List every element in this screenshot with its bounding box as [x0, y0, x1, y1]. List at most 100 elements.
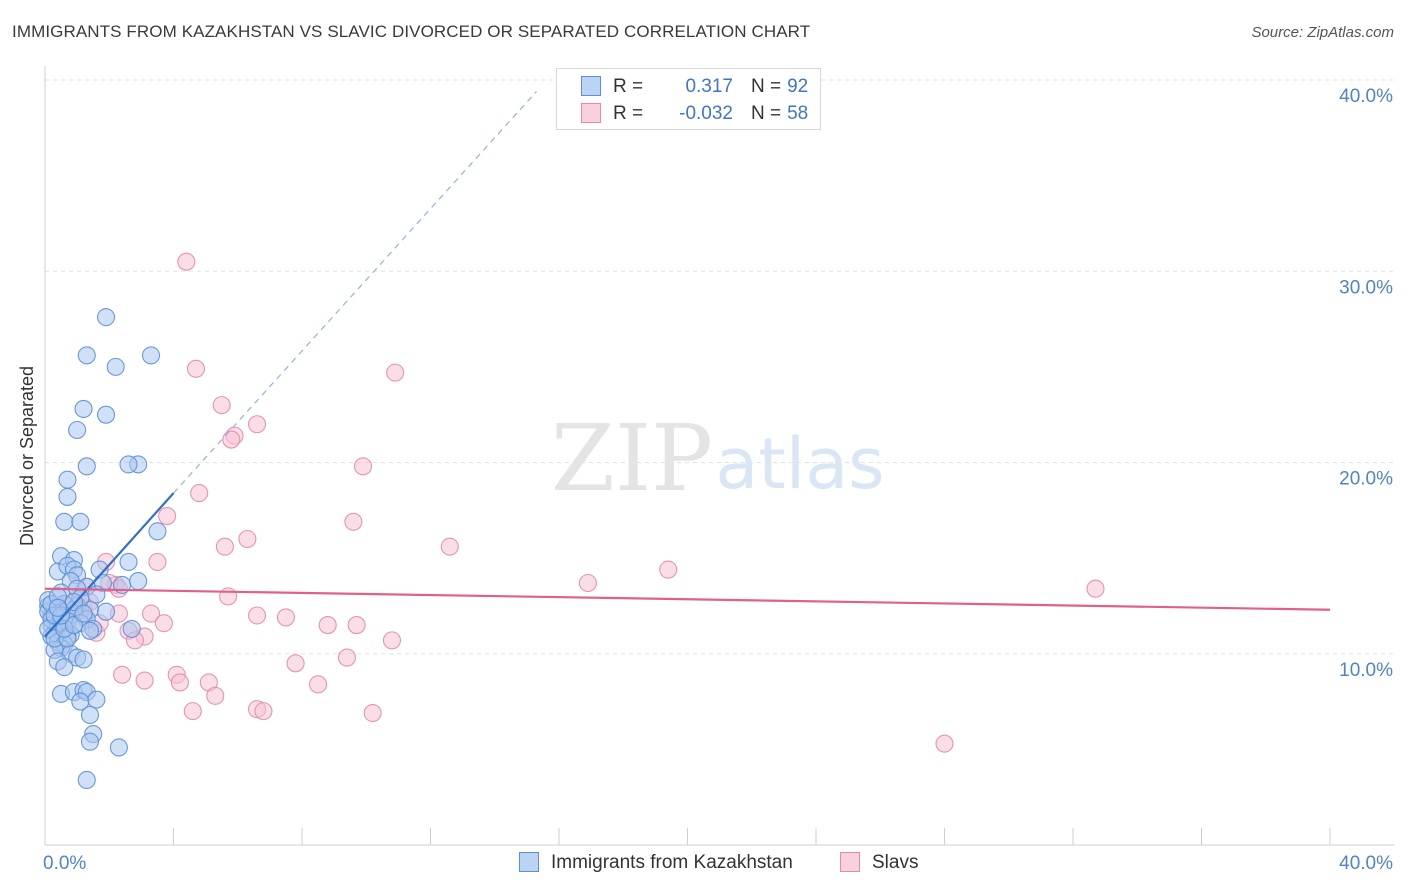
- tick-labels: 10.0% 20.0% 30.0% 40.0% 0.0% 40.0%: [43, 86, 1393, 874]
- y-tick-label: 40.0%: [1339, 86, 1393, 107]
- axes: [44, 66, 1395, 846]
- slavs-point: [238, 529, 257, 549]
- kazakhstan-point: [129, 572, 148, 591]
- slavs-point: [141, 604, 161, 623]
- legend-n-label: N =: [751, 76, 782, 97]
- kazakhstan-point: [109, 738, 128, 757]
- x-tick-label: 40.0%: [1339, 853, 1393, 874]
- slavs-point: [382, 631, 402, 650]
- slavs-point: [440, 537, 459, 556]
- legend-swatch-pink: [581, 103, 601, 123]
- kazakhstan-point: [96, 405, 116, 424]
- kazakhstan-point: [80, 621, 100, 640]
- watermark: ZIP atlas: [551, 405, 885, 512]
- kazakhstan-point: [119, 552, 138, 572]
- kazakhstan-point: [80, 732, 100, 751]
- kazakhstan-trend-line: [44, 492, 175, 638]
- kazakhstan-trend-extension: [173, 91, 537, 494]
- slavs-point: [148, 552, 167, 572]
- slavs-point: [309, 675, 328, 694]
- legend-r-value: -0.032: [679, 103, 733, 124]
- kazakhstan-point: [122, 619, 141, 638]
- legend-n-label: N =: [751, 103, 782, 124]
- chart-title: IMMIGRANTS FROM KAZAKHSTAN VS SLAVIC DIV…: [12, 22, 811, 41]
- legend-row-kazakhstan: R = 0.317 N = 92: [581, 76, 808, 98]
- slavs-point: [286, 654, 305, 673]
- slavs-point: [344, 512, 363, 531]
- slavs-point: [206, 686, 225, 705]
- trend-lines: [44, 91, 1331, 638]
- kazakhstan-point: [77, 770, 96, 790]
- legend-n-value: 92: [787, 76, 809, 97]
- slavs-point: [386, 363, 405, 382]
- slavs-point: [254, 702, 273, 721]
- slavs-point: [219, 587, 238, 606]
- kazakhstan-point: [87, 690, 106, 709]
- slavs-point: [363, 703, 382, 723]
- slavs-point: [183, 702, 202, 721]
- slavs-point: [222, 430, 241, 449]
- slavs-point: [578, 573, 597, 593]
- slavs-point: [170, 673, 189, 692]
- legend-label-slavs: Slavs: [872, 852, 919, 873]
- slavs-point: [337, 648, 357, 667]
- x-tick-label: 0.0%: [43, 853, 86, 874]
- slavs-point: [276, 608, 295, 627]
- kazakhstan-point: [141, 346, 161, 365]
- kazakhstan-point: [58, 487, 77, 506]
- kazakhstan-point: [55, 512, 74, 531]
- legend-r-label: R =: [613, 103, 644, 124]
- slavs-point: [186, 359, 206, 378]
- slavs-point: [113, 665, 132, 684]
- kazakhstan-point: [96, 308, 116, 327]
- slavs-point: [212, 396, 231, 415]
- kazakhstan-point: [74, 604, 93, 623]
- kazakhstan-point: [71, 512, 90, 531]
- kazakhstan-point: [74, 399, 93, 419]
- kazakhstan-point: [55, 658, 74, 677]
- legend-swatch-blue: [581, 76, 601, 96]
- series-kazakhstan-points: [39, 308, 167, 790]
- slavs-point: [347, 616, 366, 635]
- kazakhstan-point: [77, 346, 96, 365]
- slavs-point: [247, 606, 267, 625]
- source-credit: Source: ZipAtlas.com: [1251, 24, 1394, 41]
- kazakhstan-point: [58, 470, 77, 489]
- slavs-point: [318, 616, 337, 635]
- y-tick-label: 20.0%: [1339, 469, 1393, 490]
- kazakhstan-point: [74, 650, 93, 669]
- kazakhstan-point: [106, 357, 125, 376]
- slavs-point: [158, 506, 177, 526]
- slavs-point: [353, 457, 373, 476]
- slavs-point: [177, 252, 196, 271]
- kazakhstan-point: [77, 457, 96, 476]
- y-tick-label: 10.0%: [1339, 660, 1393, 681]
- watermark-atlas: atlas: [715, 423, 884, 505]
- legend-swatch-pink: [840, 852, 860, 872]
- kazakhstan-point: [119, 455, 138, 474]
- kazakhstan-point: [96, 602, 116, 621]
- kazakhstan-point: [148, 522, 167, 541]
- watermark-zip: ZIP: [551, 405, 713, 512]
- slavs-point: [190, 484, 209, 503]
- legend-item-slavs: Slavs: [840, 852, 918, 874]
- kazakhstan-point: [80, 705, 100, 725]
- legend-r-value: 0.317: [685, 76, 733, 97]
- correlation-legend: R = 0.317 N = 92 R = -0.032 N = 58: [556, 68, 821, 130]
- legend-n-value: 58: [787, 103, 809, 124]
- y-tick-label: 30.0%: [1339, 277, 1393, 298]
- legend-item-kazakhstan: Immigrants from Kazakhstan: [519, 852, 793, 874]
- slavs-point: [935, 734, 954, 753]
- slavs-point: [1086, 579, 1105, 598]
- legend-row-slavs: R = -0.032 N = 58: [581, 103, 808, 125]
- grid-lines: [45, 79, 1395, 655]
- kazakhstan-point: [68, 420, 87, 440]
- slavs-trend-line: [44, 587, 1331, 611]
- slavs-point: [154, 614, 173, 633]
- legend-label-kazakhstan: Immigrants from Kazakhstan: [551, 852, 793, 873]
- legend-swatch-blue: [519, 852, 539, 872]
- slavs-point: [135, 671, 154, 690]
- legend-r-label: R =: [613, 76, 644, 97]
- slavs-point: [215, 537, 234, 556]
